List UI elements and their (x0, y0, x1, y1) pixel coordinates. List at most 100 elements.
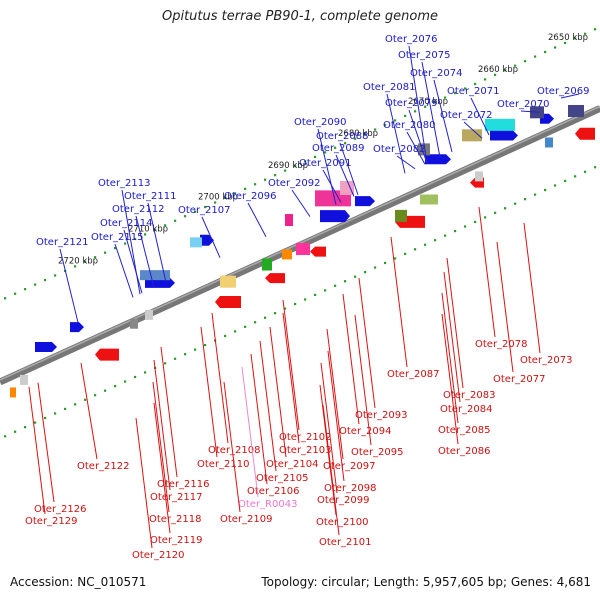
forward-dotted-track (244, 187, 247, 190)
ruler-label: 2670 kbp (408, 97, 448, 107)
reverse-dotted-track (234, 330, 237, 333)
reverse-dotted-track (524, 198, 527, 201)
upper-leader-line (317, 128, 337, 205)
upper-gene-label: Oter_2111 (124, 191, 177, 202)
reverse-gene-arrow (575, 127, 595, 140)
reverse-dotted-track (564, 179, 567, 183)
upper-gene-label: Oter_2079 (385, 98, 438, 109)
upper-leader-line (335, 154, 355, 197)
lower-leader-line (28, 386, 46, 515)
lower-gene-label: Oter_2120 (132, 550, 185, 561)
lower-gene-label: Oter_2083 (443, 390, 496, 401)
reverse-dotted-track (114, 385, 117, 388)
upper-gene-label: Oter_2081 (363, 82, 416, 93)
reverse-dotted-track (374, 266, 377, 269)
reverse-dotted-track (514, 202, 517, 205)
lower-leader-line (478, 206, 496, 338)
upper-leader-line (470, 97, 490, 136)
reverse-dotted-track (274, 312, 277, 315)
reverse-dotted-track (84, 398, 87, 401)
upper-gene-label: Oter_2069 (537, 86, 590, 97)
forward-dotted-track (254, 183, 257, 186)
lower-gene-label: Oter_2117 (150, 492, 203, 503)
reverse-dotted-track (294, 302, 297, 306)
lower-gene-label: Oter_2106 (247, 486, 300, 497)
reverse-dotted-track (94, 394, 97, 397)
forward-dotted-track (514, 64, 517, 67)
lower-gene-label: Oter_2110 (197, 459, 250, 470)
upper-gene-label: Oter_2113 (98, 178, 151, 189)
lower-leader-line (160, 346, 178, 478)
forward-dotted-track (404, 114, 407, 117)
reverse-dotted-track (454, 229, 457, 233)
forward-dotted-track (414, 110, 417, 113)
upper-leader-line (406, 131, 426, 165)
upper-gene-label: Oter_2112 (112, 204, 165, 215)
ruler-label: 2680 kbp (338, 129, 378, 139)
forward-gene-arrow (425, 154, 451, 165)
lower-leader-line (319, 384, 337, 516)
upper-gene-label: Oter_2082 (373, 144, 426, 155)
reverse-dotted-track (444, 234, 447, 237)
lower-gene-label: Oter_2099 (317, 495, 370, 506)
forward-dotted-track (524, 60, 527, 63)
gene-block (568, 104, 584, 117)
ruler-label: 2690 kbp (268, 161, 308, 171)
forward-dotted-track (314, 155, 317, 159)
gene-feature-tracks (4, 28, 597, 438)
forward-dotted-track (344, 142, 347, 145)
forward-dotted-track (364, 133, 367, 136)
upper-gene-label: Oter_2080 (383, 120, 436, 131)
lower-gene-label: Oter_2129 (25, 516, 78, 527)
accession-text: Accession: NC_010571 (10, 575, 147, 589)
gene-block (420, 194, 438, 205)
forward-dotted-track (394, 119, 397, 122)
lower-leader-line (327, 350, 345, 482)
forward-dotted-track (44, 278, 47, 282)
reverse-dotted-track (104, 389, 107, 392)
upper-gene-label: Oter_2096 (224, 191, 277, 202)
reverse-dotted-track (34, 421, 37, 424)
upper-gene-label: Oter_2121 (36, 237, 89, 248)
forward-dotted-track (144, 233, 147, 236)
lower-gene-label: Oter_2105 (256, 473, 309, 484)
reverse-dotted-track (464, 225, 467, 228)
reverse-dotted-track (324, 289, 327, 292)
upper-gene-label: Oter_2107 (178, 205, 231, 216)
lower-gene-label: Oter_2085 (438, 425, 491, 436)
forward-dotted-track (14, 292, 17, 295)
forward-dotted-track (574, 37, 577, 40)
ruler-label: 2720 kbp (58, 257, 98, 267)
reverse-dotted-track (424, 243, 427, 246)
forward-dotted-track (484, 78, 487, 81)
reverse-dotted-track (594, 166, 597, 169)
forward-dotted-track (354, 137, 357, 140)
reverse-dotted-track (4, 435, 7, 438)
forward-dotted-track (434, 101, 437, 104)
lower-gene-label: Oter_2126 (34, 504, 87, 515)
upper-gene-label: Oter_2092 (268, 178, 321, 189)
forward-dotted-track (284, 169, 287, 172)
lower-gene-label: Oter_2119 (150, 535, 203, 546)
forward-dotted-track (24, 288, 27, 291)
forward-dotted-track (94, 256, 97, 259)
forward-dotted-track (474, 82, 477, 86)
reverse-dotted-track (204, 343, 207, 347)
forward-dotted-track (174, 219, 177, 222)
gene-block (282, 249, 292, 260)
gene-block (130, 318, 138, 329)
lower-leader-line (135, 417, 153, 549)
upper-leader-line (114, 243, 134, 298)
forward-dotted-track (54, 274, 57, 277)
lower-leader-line (441, 292, 459, 424)
lower-leader-line (241, 366, 259, 498)
reverse-dotted-track (144, 371, 147, 374)
upper-leader-line (408, 109, 428, 164)
lower-leader-line (496, 241, 514, 373)
lower-gene-label: Oter_2103 (279, 445, 332, 456)
forward-gene-arrow (320, 210, 350, 223)
reverse-dotted-track (414, 248, 417, 251)
upper-leader-line (433, 79, 453, 153)
lower-gene-label: Oter_2094 (339, 426, 392, 437)
